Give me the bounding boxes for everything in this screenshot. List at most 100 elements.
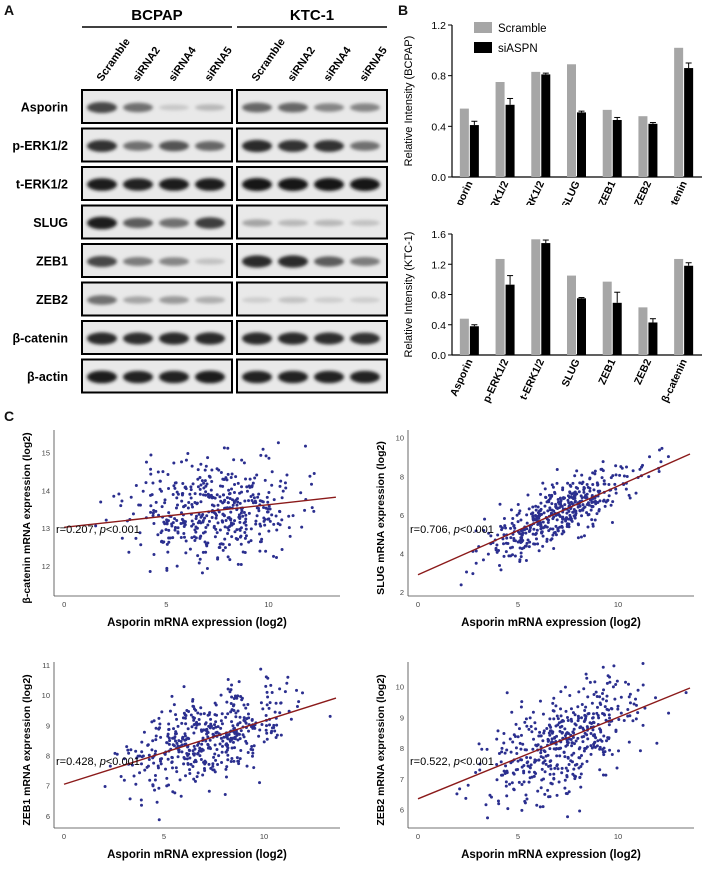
scatter-point xyxy=(251,493,255,497)
x-axis-label: Asporin mRNA expression (log2) xyxy=(107,849,287,861)
scatter-point xyxy=(591,728,595,732)
scatter-point xyxy=(198,535,202,539)
scatter-point xyxy=(252,724,256,728)
scatter-point xyxy=(581,740,585,744)
scatter-point xyxy=(242,703,246,707)
scatter-point xyxy=(154,738,158,742)
scatter-point xyxy=(231,503,235,507)
correlation-p-value: <0.001 xyxy=(106,756,140,768)
y-tick-label: 10 xyxy=(42,691,50,700)
scatter-point xyxy=(551,709,555,713)
scatter-point xyxy=(262,506,266,510)
scatter-point xyxy=(571,481,575,485)
scatter-point xyxy=(534,772,538,776)
scatter-point xyxy=(172,703,176,707)
scatter-point xyxy=(278,510,282,514)
scatter-point xyxy=(610,752,614,756)
scatter-point xyxy=(628,701,632,705)
scatter-point xyxy=(519,541,523,545)
scatter-point xyxy=(531,710,535,714)
scatter-point xyxy=(161,540,165,544)
scatter-point xyxy=(266,517,270,521)
scatter-point xyxy=(211,764,215,768)
scatter-point xyxy=(587,512,591,516)
scatter-point xyxy=(157,716,161,720)
scatter-point xyxy=(535,528,539,532)
scatter-point xyxy=(573,500,577,504)
scatter-point xyxy=(265,495,269,499)
scatter-point xyxy=(502,769,506,773)
scatter-point xyxy=(251,751,255,755)
scatter-point xyxy=(559,720,563,724)
scatter-point xyxy=(505,691,509,695)
scatter-point xyxy=(590,505,594,509)
scatter-point xyxy=(160,505,164,509)
scatter-point xyxy=(183,732,187,736)
scatter-point xyxy=(605,694,609,698)
scatter-point xyxy=(617,749,621,753)
scatter-point xyxy=(539,524,543,528)
scatter-point xyxy=(182,756,186,760)
scatter-point xyxy=(206,735,210,739)
blot-band xyxy=(195,217,225,229)
scatter-point xyxy=(574,739,578,743)
blot-band xyxy=(159,332,189,345)
scatter-point xyxy=(210,468,214,472)
scatter-point xyxy=(556,767,560,771)
scatter-point xyxy=(566,718,570,722)
scatter-point xyxy=(215,467,219,471)
scatter-point xyxy=(165,542,169,546)
scatter-point xyxy=(535,803,539,807)
scatter-point xyxy=(580,762,584,766)
blot-band xyxy=(350,178,380,191)
scatter-point xyxy=(275,723,279,727)
scatter-point xyxy=(194,514,198,518)
scatter-point xyxy=(182,524,186,528)
scatter-point xyxy=(184,551,188,555)
scatter-point xyxy=(237,759,241,763)
scatter-point xyxy=(147,753,151,757)
scatter-point xyxy=(199,706,203,710)
scatter-point xyxy=(184,458,188,462)
scatter-point xyxy=(551,533,555,537)
blot-band xyxy=(87,178,117,191)
scatter-point xyxy=(130,763,134,767)
scatter-point xyxy=(251,748,255,752)
scatter-point xyxy=(251,481,255,485)
scatter-point xyxy=(560,766,564,770)
scatter-point xyxy=(186,506,190,510)
scatter-point xyxy=(592,721,596,725)
scatter-point xyxy=(288,534,292,538)
scatter-point xyxy=(573,722,577,726)
scatter-point xyxy=(458,787,462,791)
y-tick-label: 9 xyxy=(400,713,404,722)
scatter-point xyxy=(119,504,123,508)
scatter-point xyxy=(206,746,210,750)
scatter-point xyxy=(140,740,144,744)
scatter-point xyxy=(229,517,233,521)
scatter-point xyxy=(581,503,585,507)
blot-row-label: Asporin xyxy=(21,101,68,115)
scatter-point xyxy=(538,805,542,809)
scatter-point xyxy=(182,531,186,535)
scatter-point xyxy=(567,790,571,794)
scatter-point xyxy=(542,731,546,735)
scatter-point xyxy=(193,538,197,542)
scatter-point xyxy=(243,531,247,535)
scatter-point xyxy=(115,752,119,756)
scatter-point xyxy=(226,746,230,750)
scatter-point xyxy=(230,472,234,476)
scatter-point xyxy=(560,505,564,509)
scatter-point xyxy=(248,485,252,489)
x-tick-label: Asporin xyxy=(448,179,476,205)
scatter-point xyxy=(212,755,216,759)
scatter-point xyxy=(502,732,506,736)
scatter-point xyxy=(566,815,570,819)
scatter-point xyxy=(182,685,186,689)
scatter-point xyxy=(585,676,589,680)
scatter-point xyxy=(596,739,600,743)
scatter-point xyxy=(593,472,597,476)
scatter-point xyxy=(604,773,608,777)
scatter-point xyxy=(541,756,545,760)
scatter-point xyxy=(173,486,177,490)
